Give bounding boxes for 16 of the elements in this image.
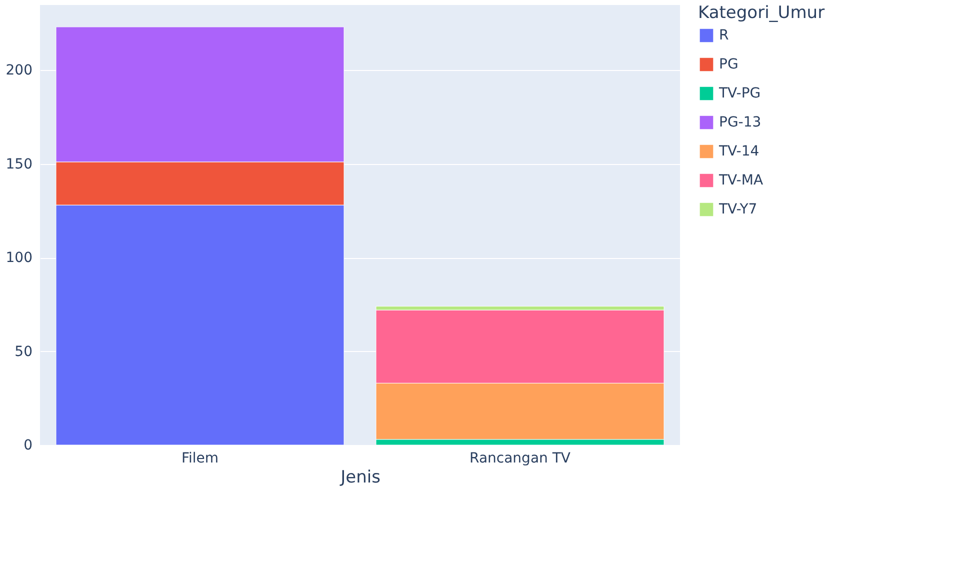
legend-label: PG-13	[719, 114, 762, 130]
legend-label: TV-Y7	[718, 202, 758, 218]
legend-label: R	[719, 28, 729, 44]
legend-label: TV-14	[718, 144, 760, 160]
legend-label: PG	[719, 56, 738, 72]
legend-label: TV-PG	[718, 86, 761, 102]
y-tick-label: 150	[6, 156, 32, 172]
y-tick-label: 200	[6, 62, 32, 79]
y-tick-label: 0	[24, 438, 32, 454]
legend-label: TV-MA	[718, 172, 764, 188]
x-axis-title: Jenis	[340, 468, 381, 488]
x-tick-label: Filem	[181, 450, 219, 466]
y-tick-label: 50	[14, 344, 32, 360]
y-tick-label: 100	[6, 250, 32, 266]
legend-title: Kategori_Umur	[698, 3, 825, 23]
x-tick-label: Rancangan TV	[470, 450, 571, 466]
